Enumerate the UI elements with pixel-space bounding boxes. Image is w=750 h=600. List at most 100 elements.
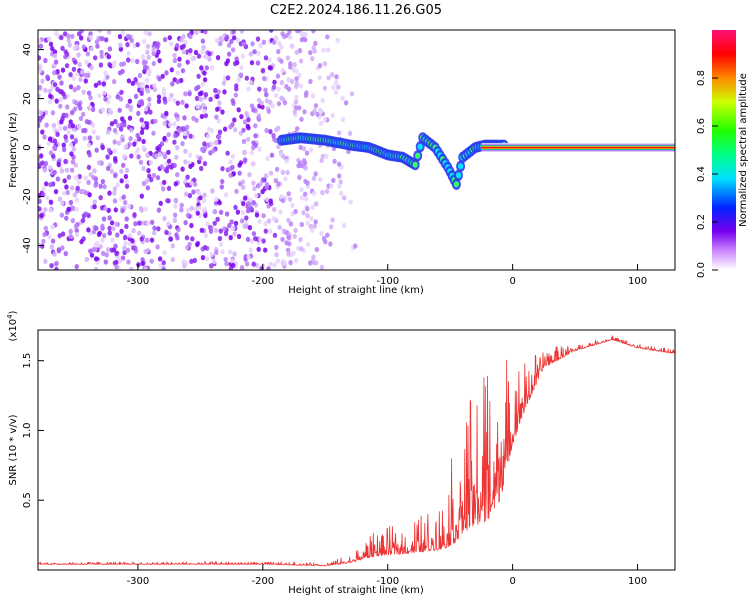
heatmap-cell — [137, 220, 142, 226]
heatmap-cell — [224, 211, 230, 217]
heatmap-cell — [162, 136, 167, 142]
heatmap-cell — [199, 113, 205, 120]
heatmap-cell — [170, 243, 175, 249]
heatmap-cell — [329, 183, 334, 189]
heatmap-cell — [272, 79, 277, 85]
heatmap-cell — [201, 44, 206, 51]
heatmap-cell — [241, 138, 247, 145]
heatmap-cell — [140, 260, 145, 266]
heatmap-cell — [209, 263, 214, 269]
heatmap-cell — [253, 108, 258, 114]
heatmap-cell — [230, 164, 235, 170]
heatmap-cell — [233, 204, 238, 210]
heatmap-cell — [230, 98, 235, 104]
heatmap-cell — [288, 61, 293, 67]
heatmap-cell — [290, 43, 295, 49]
heatmap-cell — [74, 264, 79, 270]
heatmap-cell — [248, 247, 254, 253]
heatmap-cell — [288, 221, 294, 227]
heatmap-cell — [76, 52, 81, 58]
heatmap-cell — [79, 35, 84, 41]
heatmap-cell — [151, 60, 156, 67]
heatmap-cell — [314, 246, 319, 253]
heatmap-cell — [73, 223, 79, 229]
heatmap-cell — [126, 50, 131, 56]
heatmap-cell — [149, 258, 154, 264]
heatmap-cell — [174, 154, 179, 160]
heatmap-cell — [237, 170, 242, 176]
heatmap-cell — [70, 123, 76, 129]
heatmap-cell — [166, 185, 172, 191]
heatmap-cell — [213, 227, 219, 233]
x-tick-label: -100 — [376, 276, 399, 287]
heatmap-cell — [249, 150, 255, 156]
heatmap-cell — [312, 223, 317, 229]
heatmap-cell — [220, 166, 225, 172]
heatmap-cell — [268, 228, 273, 234]
heatmap-cell — [157, 152, 163, 158]
colorbar-tick-label: 0.2 — [696, 214, 707, 230]
heatmap-cell — [113, 243, 118, 249]
heatmap-cell — [135, 58, 140, 65]
heatmap-cell — [153, 118, 158, 124]
heatmap-cell — [126, 57, 131, 63]
heatmap-cell — [331, 84, 336, 90]
heatmap-cell — [328, 241, 333, 247]
heatmap-cell — [233, 127, 238, 133]
heatmap-cell — [77, 31, 82, 37]
heatmap-cell — [38, 198, 42, 204]
heatmap-cell — [121, 162, 126, 168]
heatmap-cell — [272, 206, 277, 213]
heatmap-cell — [217, 100, 222, 106]
heatmap-cell — [282, 261, 287, 267]
heatmap-cell — [92, 199, 97, 205]
heatmap-cell — [253, 192, 259, 199]
heatmap-cell — [188, 133, 193, 139]
heatmap-cell — [284, 240, 289, 246]
heatmap-cell — [114, 251, 119, 257]
heatmap-cell — [52, 251, 57, 257]
heatmap-cell — [145, 185, 150, 191]
heatmap-cell — [324, 188, 330, 194]
heatmap-cell — [57, 196, 63, 202]
colorbar-label: Normalized spectral amplitude — [738, 73, 749, 227]
heatmap-cell — [120, 208, 125, 214]
heatmap-cell — [243, 157, 248, 163]
heatmap-cell — [121, 61, 127, 67]
heatmap-cell — [212, 209, 217, 215]
heatmap-cell — [347, 130, 353, 136]
heatmap-cell — [299, 246, 304, 252]
heatmap-cell — [282, 100, 288, 106]
heatmap-cell — [241, 150, 247, 156]
heatmap-cell — [172, 57, 178, 64]
heatmap-cell — [77, 173, 82, 180]
heatmap-cell — [313, 171, 318, 177]
bottom-y-axis-label: SNR (10 * v/v) — [8, 414, 19, 485]
heatmap-cell — [140, 54, 146, 60]
heatmap-cell — [339, 190, 344, 196]
heatmap-cell — [200, 255, 206, 261]
heatmap-cell — [76, 179, 82, 185]
heatmap-cell — [139, 90, 144, 96]
heatmap-cell — [184, 235, 190, 241]
heatmap-cell — [201, 208, 206, 214]
heatmap-cell — [271, 84, 277, 90]
heatmap-cell — [319, 157, 324, 163]
heatmap-cell — [135, 42, 140, 48]
heatmap-cell — [292, 109, 297, 115]
heatmap-cell — [204, 65, 209, 71]
heatmap-cell — [288, 34, 293, 40]
heatmap-cell — [127, 98, 133, 104]
heatmap-cell — [158, 200, 163, 206]
heatmap-cell — [301, 158, 307, 164]
heatmap-cell — [223, 231, 229, 237]
heatmap-cell — [215, 93, 220, 100]
heatmap-cell — [100, 107, 106, 113]
heatmap-cell — [209, 65, 215, 71]
heatmap-cell — [225, 75, 231, 81]
heatmap-cell — [279, 58, 284, 64]
heatmap-cell — [233, 92, 238, 98]
heatmap-cell — [263, 173, 269, 179]
heatmap-cell — [247, 172, 252, 178]
